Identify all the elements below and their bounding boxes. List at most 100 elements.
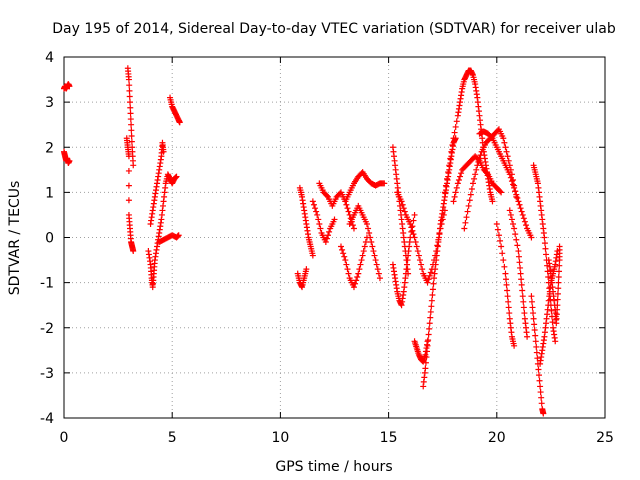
data-point [554,302,561,309]
data-point [454,180,461,187]
data-point [453,184,460,191]
data-point [399,201,406,208]
data-point [450,135,457,142]
data-point [508,178,515,185]
series-arc-m [337,234,370,291]
data-point [429,292,436,299]
data-point [501,263,508,270]
data-point [361,243,368,250]
data-point [488,134,495,141]
series-arc-f [147,139,167,227]
data-point [429,286,436,293]
data-point [503,148,510,155]
data-point [556,262,563,269]
data-point [528,298,535,305]
data-point [455,176,462,183]
data-point [316,220,323,227]
data-point [498,243,505,250]
data-point [544,268,551,275]
data-point [531,327,538,334]
data-point [502,276,509,283]
data-point [471,175,478,182]
data-point [468,185,475,192]
data-point [518,281,525,288]
series-arc-j [296,184,316,259]
series-arc-ad [545,243,563,327]
data-point [530,310,537,317]
data-point [449,141,456,148]
data-point [317,225,324,232]
series-arc-o [346,202,383,282]
data-point [127,110,134,117]
data-point [504,293,511,300]
data-point [375,270,382,277]
data-point [448,148,455,155]
data-point [173,173,180,180]
data-point [427,314,434,321]
data-point [549,319,556,326]
data-point [477,152,484,159]
data-point [493,220,500,227]
data-point [130,162,137,169]
data-point [409,227,416,234]
plot-frame [63,56,606,419]
data-point [503,281,510,288]
x-tick-label: 25 [596,430,614,446]
data-point [424,342,431,349]
series-arc-a [61,81,73,92]
data-point [457,173,464,180]
data-point [356,266,363,273]
data-point [422,365,429,372]
data-point [425,276,432,283]
data-point [552,338,559,345]
data-point [401,208,408,215]
data-point [344,205,351,212]
data-point [513,191,520,198]
data-point [500,135,507,142]
data-point [512,188,519,195]
data-point [556,268,563,275]
data-point [352,280,359,287]
y-tick-label: 0 [45,231,54,247]
data-point [519,293,526,300]
data-point [548,307,555,314]
y-tick-label: -1 [40,276,54,292]
data-point [427,269,434,276]
data-point [360,248,367,255]
data-point [426,320,433,327]
data-point [506,207,513,214]
data-point [529,304,536,311]
data-point [513,236,520,243]
data-point [533,343,540,350]
data-point [500,257,507,264]
data-point [422,359,429,366]
data-point [530,315,537,322]
data-point [125,197,132,204]
data-point [427,308,434,315]
data-point [452,189,459,196]
data-point [410,217,417,224]
data-point [411,234,418,241]
data-point [519,287,526,294]
data-point [337,243,344,250]
data-point [458,170,465,177]
data-point [357,261,364,268]
data-point [411,211,418,218]
data-point [314,211,321,218]
data-point [475,158,482,165]
data-point [520,215,527,222]
series-arc-i [294,266,310,291]
data-point [498,189,505,196]
data-point [451,193,458,200]
data-point [510,181,517,188]
data-point [545,273,552,280]
data-point [515,248,522,255]
data-point [326,228,333,235]
data-point [323,235,330,242]
data-point [126,82,133,89]
data-point [532,332,539,339]
data-point [127,104,134,111]
data-point [537,383,544,390]
data-point [341,253,348,260]
